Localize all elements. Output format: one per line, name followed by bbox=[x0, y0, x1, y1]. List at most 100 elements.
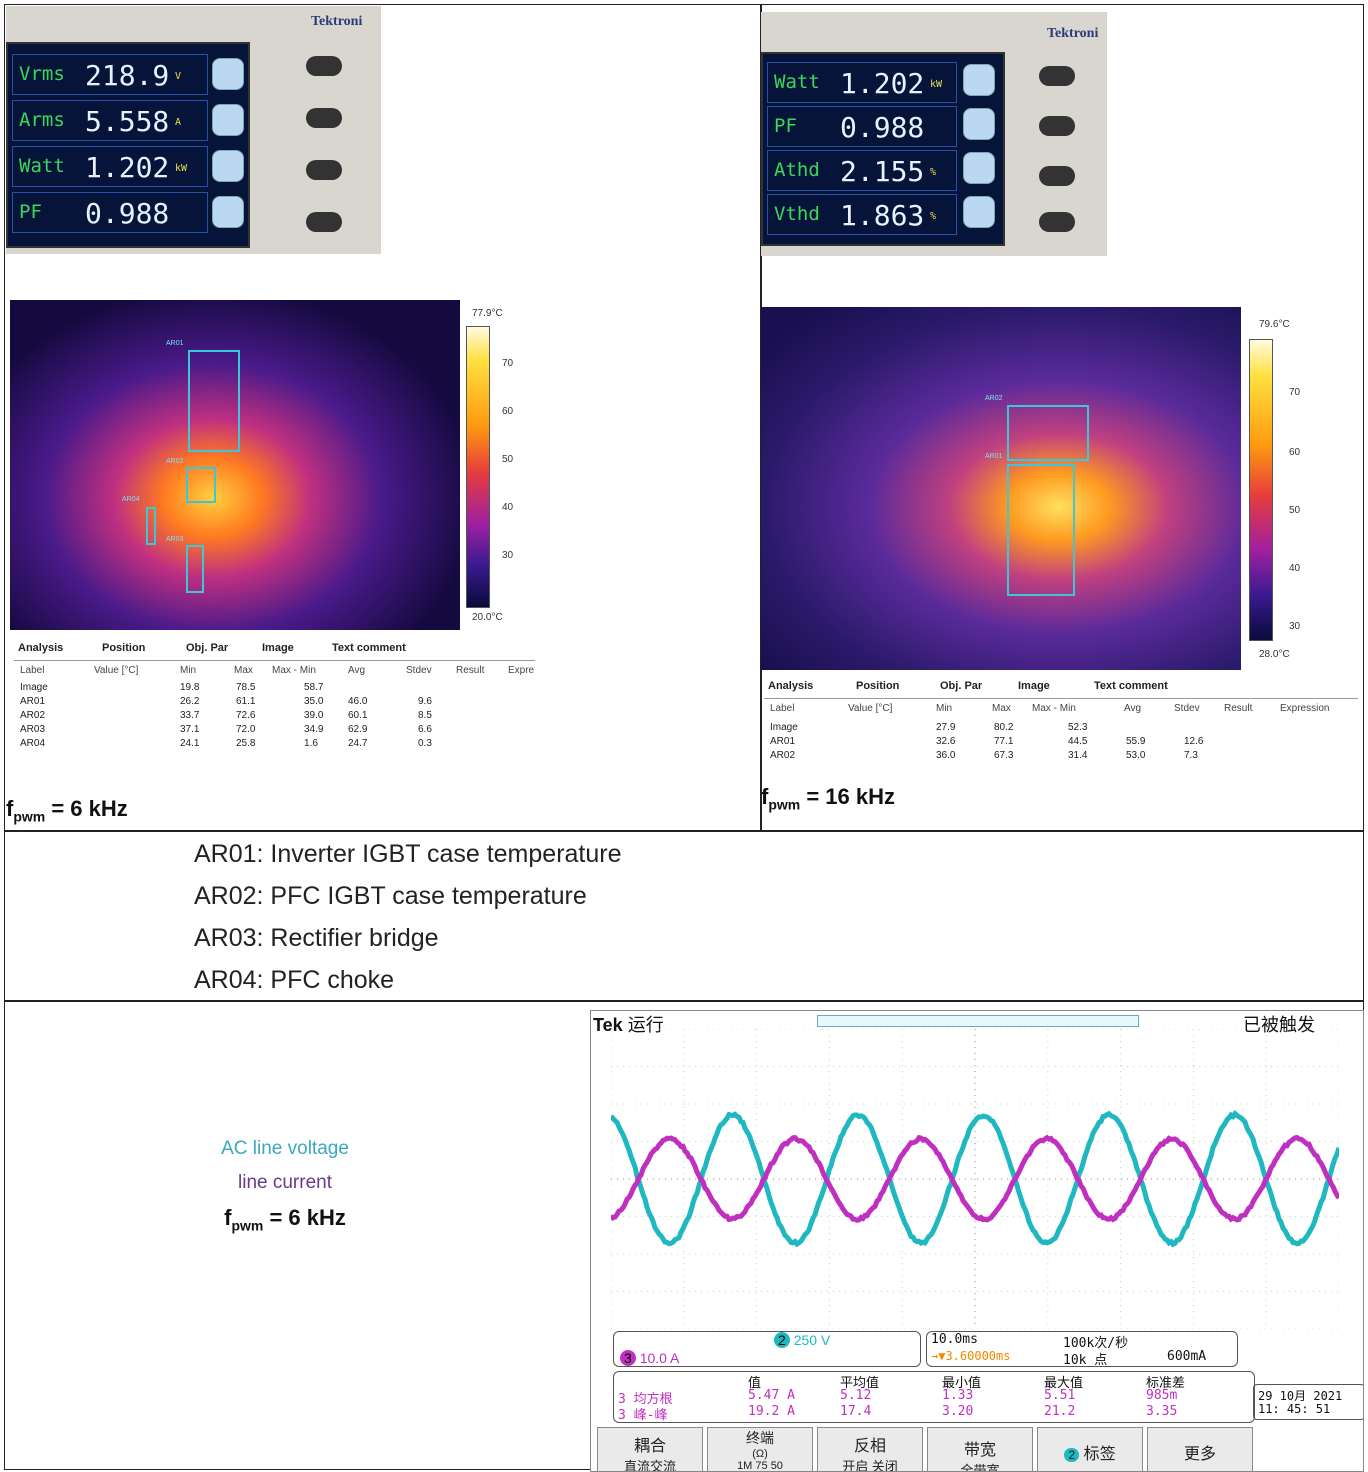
table-cell: 0.3 bbox=[418, 738, 432, 749]
roi-box bbox=[146, 507, 156, 545]
table-cell: 19.8 bbox=[180, 682, 199, 693]
meas-value: 1.33 bbox=[942, 1388, 973, 1403]
more-button[interactable]: 更多 bbox=[1147, 1427, 1253, 1472]
bezel-button[interactable] bbox=[1039, 116, 1075, 136]
scale-tick: 40 bbox=[1289, 563, 1300, 574]
softkey-up-icon[interactable] bbox=[212, 104, 244, 136]
caption-sub: pwm bbox=[231, 1217, 263, 1233]
record-points: 10k 点 bbox=[1063, 1349, 1107, 1368]
color-bar bbox=[1249, 339, 1273, 641]
bezel-button[interactable] bbox=[306, 212, 342, 232]
row-label: AR03 bbox=[20, 724, 45, 735]
bandwidth-button[interactable]: 带宽 全带宽 bbox=[927, 1427, 1033, 1472]
meter-brand: Tektroni bbox=[1047, 26, 1098, 42]
tab-image[interactable]: Image bbox=[262, 642, 294, 654]
trigger-level: 600mA bbox=[1167, 1349, 1206, 1364]
tab-obj-par[interactable]: Obj. Par bbox=[186, 642, 228, 654]
ch3-scale-value: 10.0 A bbox=[640, 1350, 680, 1366]
note-ar03: AR03: Rectifier bridge bbox=[194, 924, 439, 953]
col-label: Label bbox=[770, 703, 794, 714]
tab-bar: Analysis Position Obj. Par Image Text co… bbox=[764, 676, 1358, 699]
table-cell: 24.1 bbox=[180, 738, 199, 749]
meter-row: Athd 2.155% bbox=[767, 150, 957, 191]
bezel-button[interactable] bbox=[306, 160, 342, 180]
row-divider-2 bbox=[5, 1000, 1363, 1002]
roi-box bbox=[1007, 405, 1089, 461]
meas-value: 3.35 bbox=[1146, 1404, 1177, 1419]
bezel-button[interactable] bbox=[1039, 212, 1075, 232]
softkey-down-icon[interactable] bbox=[212, 150, 244, 182]
table-cell: 34.9 bbox=[304, 724, 323, 735]
record-bar bbox=[817, 1015, 1139, 1027]
scale-tick: 60 bbox=[502, 406, 513, 417]
meas-value: 19.2 A bbox=[748, 1404, 795, 1419]
col-stdev: Stdev bbox=[1174, 703, 1200, 714]
bezel-button[interactable] bbox=[1039, 166, 1075, 186]
button-label: 耦合 bbox=[598, 1432, 702, 1456]
timebase-box: 10.0ms →▼3.60000ms 100k次/秒 10k 点 600mA bbox=[926, 1331, 1238, 1367]
roi-box bbox=[186, 467, 216, 503]
softkey-up-icon[interactable] bbox=[963, 64, 995, 96]
tab-text-comment[interactable]: Text comment bbox=[332, 642, 406, 654]
bezel-button[interactable] bbox=[306, 56, 342, 76]
coupling-button[interactable]: 耦合 直流交流 bbox=[597, 1427, 703, 1472]
col-value: Value [°C] bbox=[94, 665, 138, 676]
analysis-table-left: Analysis Position Obj. Par Image Text co… bbox=[14, 638, 535, 768]
button-label: 终端 bbox=[708, 1428, 812, 1448]
datetime-box: 29 10月 2021 11: 45: 51 bbox=[1253, 1384, 1364, 1420]
row-label: AR02 bbox=[20, 710, 45, 721]
row-label: AR02 bbox=[770, 750, 795, 761]
col-expression: Expre bbox=[508, 665, 534, 676]
softkey-up-icon[interactable] bbox=[212, 58, 244, 90]
meter-row: PF 0.988 bbox=[12, 192, 208, 233]
scale-tick: 50 bbox=[502, 454, 513, 465]
tab-analysis[interactable]: Analysis bbox=[18, 642, 63, 654]
table-cell: 36.0 bbox=[936, 750, 955, 761]
tab-obj-par[interactable]: Obj. Par bbox=[940, 680, 982, 692]
softkey-down-icon[interactable] bbox=[212, 196, 244, 228]
thermal-image-left: AR01 AR02 AR04 AR03 bbox=[10, 300, 460, 630]
softkey-icon[interactable] bbox=[963, 152, 995, 184]
row-label: AR04 bbox=[20, 738, 45, 749]
tab-position[interactable]: Position bbox=[856, 680, 899, 692]
table-cell: 1.6 bbox=[304, 738, 318, 749]
caption-left: fpwm = 6 kHz bbox=[6, 796, 128, 824]
row-value: 2.155 bbox=[840, 155, 924, 188]
tab-position[interactable]: Position bbox=[102, 642, 145, 654]
table-cell: 27.9 bbox=[936, 722, 955, 733]
invert-button[interactable]: 反相 开启 关闭 bbox=[817, 1427, 923, 1472]
oscilloscope-screen: Tek 运行 已被触发 2 250 V 3 10.0 A 10.0ms →▼3.… bbox=[590, 1010, 1364, 1472]
softkey-icon[interactable] bbox=[963, 196, 995, 228]
bezel-button[interactable] bbox=[306, 108, 342, 128]
termination-button[interactable]: 终端 (Ω) 1M 75 50 bbox=[707, 1427, 813, 1472]
bezel-button[interactable] bbox=[1039, 66, 1075, 86]
row-value: 1.202 bbox=[85, 151, 169, 184]
row-label: Image bbox=[770, 722, 798, 733]
table-cell: 78.5 bbox=[236, 682, 255, 693]
row-unit: V bbox=[175, 71, 181, 82]
row-unit: % bbox=[930, 167, 936, 178]
tab-text-comment[interactable]: Text comment bbox=[1094, 680, 1168, 692]
meas-value: 5.47 A bbox=[748, 1388, 795, 1403]
meas-value: 3.20 bbox=[942, 1404, 973, 1419]
label-button[interactable]: 2 标签 bbox=[1037, 1427, 1143, 1472]
col-result: Result bbox=[456, 665, 484, 676]
thermal-image-right: AR02 AR01 bbox=[761, 307, 1241, 670]
button-label: 带宽 bbox=[928, 1436, 1032, 1460]
tab-image[interactable]: Image bbox=[1018, 680, 1050, 692]
tab-analysis[interactable]: Analysis bbox=[768, 680, 813, 692]
softkey-up-icon[interactable] bbox=[963, 108, 995, 140]
roi-label: AR01 bbox=[166, 340, 184, 347]
table-cell: 55.9 bbox=[1126, 736, 1145, 747]
note-ar04: AR04: PFC choke bbox=[194, 966, 394, 995]
table-cell: 67.3 bbox=[994, 750, 1013, 761]
caption-right: fpwm = 16 kHz bbox=[761, 784, 895, 812]
col-max-min: Max - Min bbox=[272, 665, 316, 676]
meter-row: Vthd 1.863% bbox=[767, 194, 957, 235]
scope-caption-current: line current bbox=[150, 1172, 420, 1194]
note-ar01: AR01: Inverter IGBT case temperature bbox=[194, 840, 622, 869]
col-label: Label bbox=[20, 665, 44, 676]
row-label: Watt bbox=[774, 71, 820, 93]
ch2-badge: 2 bbox=[774, 1332, 790, 1348]
row-label: Watt bbox=[19, 155, 65, 177]
